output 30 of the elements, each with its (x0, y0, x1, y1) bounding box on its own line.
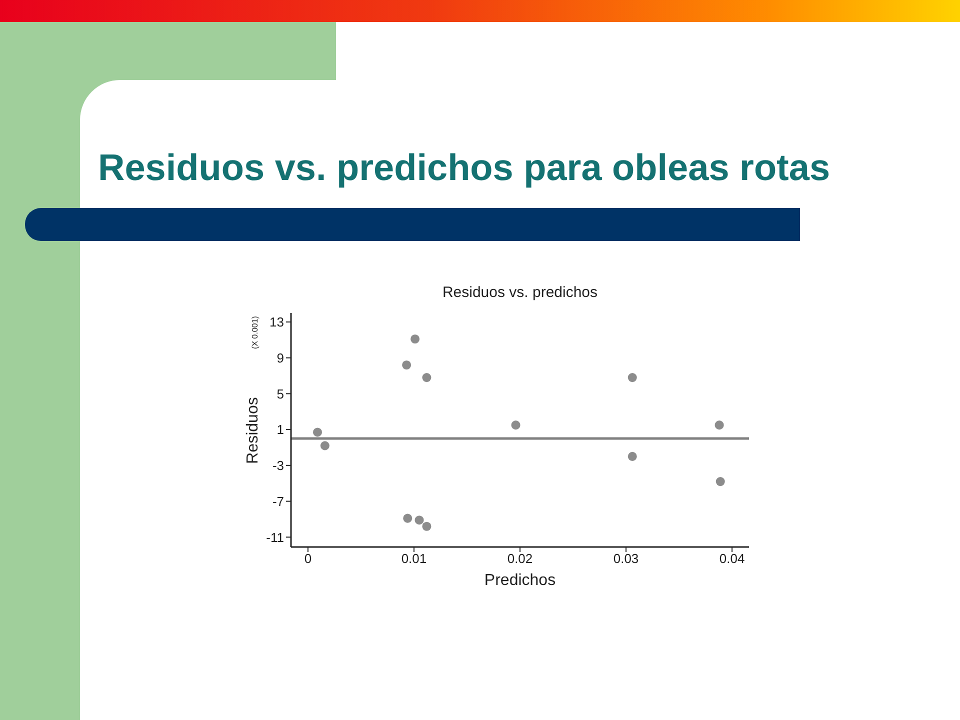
x-tick-label: 0.02 (507, 551, 533, 566)
point (320, 441, 330, 450)
point (714, 420, 724, 430)
x-tick-label: 0.04 (719, 551, 745, 566)
x-tick-label: 0.01 (401, 551, 427, 566)
point (402, 360, 412, 370)
point (312, 428, 322, 437)
point (410, 334, 420, 344)
point (403, 514, 412, 523)
point (716, 477, 725, 486)
chart-subtitle: Residuos vs. predichos (441, 284, 599, 302)
x-tick-label: 0.03 (613, 551, 639, 566)
y-tick-label: 5 (276, 386, 284, 402)
y-axis-title: Residuos (244, 396, 262, 466)
point (628, 373, 637, 382)
x-axis-title: Predichos (483, 571, 557, 590)
text: (X 0.001) (250, 314, 260, 350)
point (422, 522, 432, 531)
y-tick-label: 1 (276, 422, 284, 438)
y-tick-label: -7 (272, 494, 284, 509)
y-tick-label: -3 (272, 458, 284, 474)
chart-title: Residuos vs. predichos para obleas rotas (98, 146, 830, 190)
y-tick-label: -11 (266, 530, 284, 545)
y-tick-label: 13 (270, 314, 284, 330)
x-tick-label: 0 (304, 551, 312, 566)
point (628, 452, 637, 461)
point (511, 420, 520, 430)
y-tick-label: 9 (276, 350, 284, 366)
point (422, 373, 432, 382)
point (414, 516, 424, 525)
